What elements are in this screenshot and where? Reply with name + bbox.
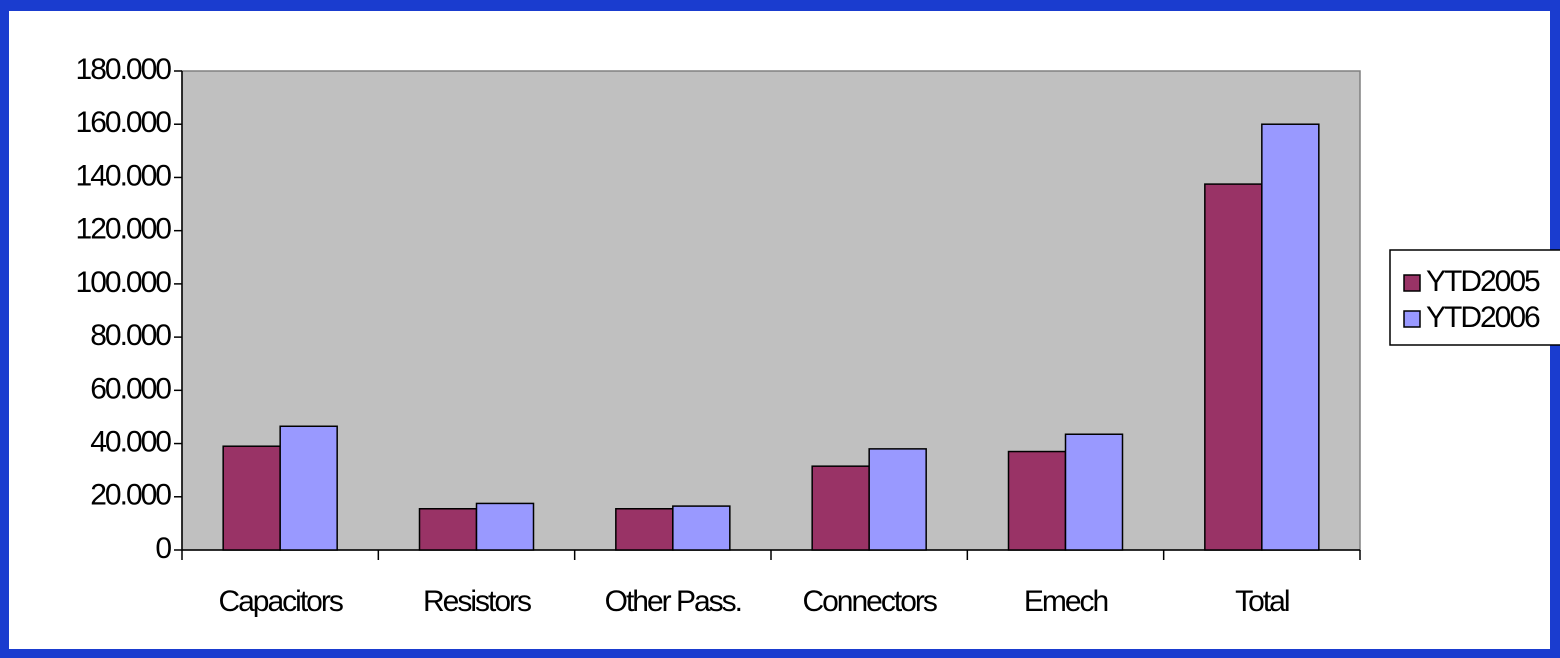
y-tick-label: 80.000 xyxy=(90,319,171,352)
legend-box xyxy=(1389,249,1560,346)
bar xyxy=(811,465,870,551)
y-tick-label: 20.000 xyxy=(90,479,171,512)
x-tick-label: Other Pass. xyxy=(605,585,741,618)
y-tick-label: 40.000 xyxy=(90,425,171,458)
y-tick-label: 120.000 xyxy=(76,213,172,246)
y-tick-label: 140.000 xyxy=(76,159,172,192)
y-tick-label: 60.000 xyxy=(90,372,171,405)
bar xyxy=(1007,450,1067,551)
x-tick-label: Resistors xyxy=(423,585,531,618)
legend-label: YTD2006 xyxy=(1426,301,1540,334)
legend-swatch xyxy=(1403,310,1421,328)
bar xyxy=(279,425,338,551)
bar xyxy=(222,445,281,551)
bar xyxy=(1261,123,1320,551)
bar xyxy=(418,508,478,551)
bar xyxy=(1064,433,1124,551)
y-tick-label: 100.000 xyxy=(76,266,172,299)
x-tick-label: Capacitors xyxy=(218,585,342,618)
x-tick-label: Total xyxy=(1235,585,1289,618)
y-tick-label: 0 xyxy=(155,532,171,565)
y-tick-label: 160.000 xyxy=(76,106,172,139)
bar xyxy=(868,448,927,551)
x-tick-label: Connectors xyxy=(802,585,936,618)
x-tick-label: Emech xyxy=(1024,585,1108,618)
bar xyxy=(1204,183,1263,551)
bar xyxy=(615,508,674,551)
plot-area xyxy=(181,70,1361,551)
legend-label: YTD2005 xyxy=(1426,265,1540,298)
y-tick-label: 180.000 xyxy=(76,53,172,86)
legend-swatch xyxy=(1403,274,1421,292)
bar xyxy=(475,502,535,551)
bar xyxy=(672,505,731,551)
